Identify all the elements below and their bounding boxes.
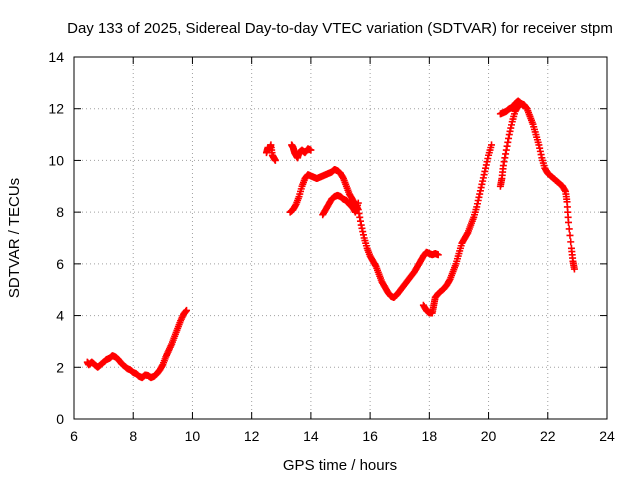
series-sat-b <box>262 141 279 164</box>
axis-ticks <box>73 56 608 420</box>
data-point-marker <box>566 231 574 239</box>
data-point-marker <box>565 218 573 226</box>
data-point-marker <box>488 141 496 149</box>
x-tick-label: 18 <box>422 428 438 444</box>
x-tick-label: 6 <box>70 428 78 444</box>
plot-border <box>73 56 608 420</box>
x-tick-label: 8 <box>129 428 137 444</box>
y-tick-label: 4 <box>56 308 64 324</box>
data-points <box>83 97 578 382</box>
series-sat-f <box>419 141 496 317</box>
y-tick-label: 12 <box>48 101 64 117</box>
data-point-marker <box>434 251 442 259</box>
series-sat-a <box>83 306 191 382</box>
data-point-marker <box>567 238 575 246</box>
x-axis-label: GPS time / hours <box>283 457 397 474</box>
x-tick-label: 10 <box>185 428 201 444</box>
data-point-marker <box>570 265 578 273</box>
x-tick-label: 14 <box>303 428 319 444</box>
data-point-marker <box>271 156 279 164</box>
series-sat-d <box>286 165 442 301</box>
y-tick-label: 2 <box>56 359 64 375</box>
x-tick-label: 22 <box>540 428 556 444</box>
chart-title: Day 133 of 2025, Sidereal Day-to-day VTE… <box>67 20 613 37</box>
data-point-marker <box>520 102 528 110</box>
y-tick-label: 0 <box>56 411 64 427</box>
series-sat-c <box>288 141 315 162</box>
series-sat-e <box>319 191 362 219</box>
data-point-marker <box>565 225 573 233</box>
x-tick-label: 20 <box>481 428 497 444</box>
y-tick-label: 10 <box>48 152 64 168</box>
y-tick-label: 8 <box>56 204 64 220</box>
y-axis-label: SDTVAR / TECUs <box>6 178 23 298</box>
x-tick-label: 12 <box>244 428 260 444</box>
x-tick-label: 24 <box>599 428 615 444</box>
y-tick-label: 6 <box>56 256 64 272</box>
x-tick-label: 16 <box>362 428 378 444</box>
data-point-marker <box>307 146 315 154</box>
series-sat-h <box>496 97 528 118</box>
data-point-marker <box>183 306 191 314</box>
data-point-marker <box>354 199 362 207</box>
series-sat-g <box>496 100 578 273</box>
y-tick-label: 14 <box>48 49 64 65</box>
